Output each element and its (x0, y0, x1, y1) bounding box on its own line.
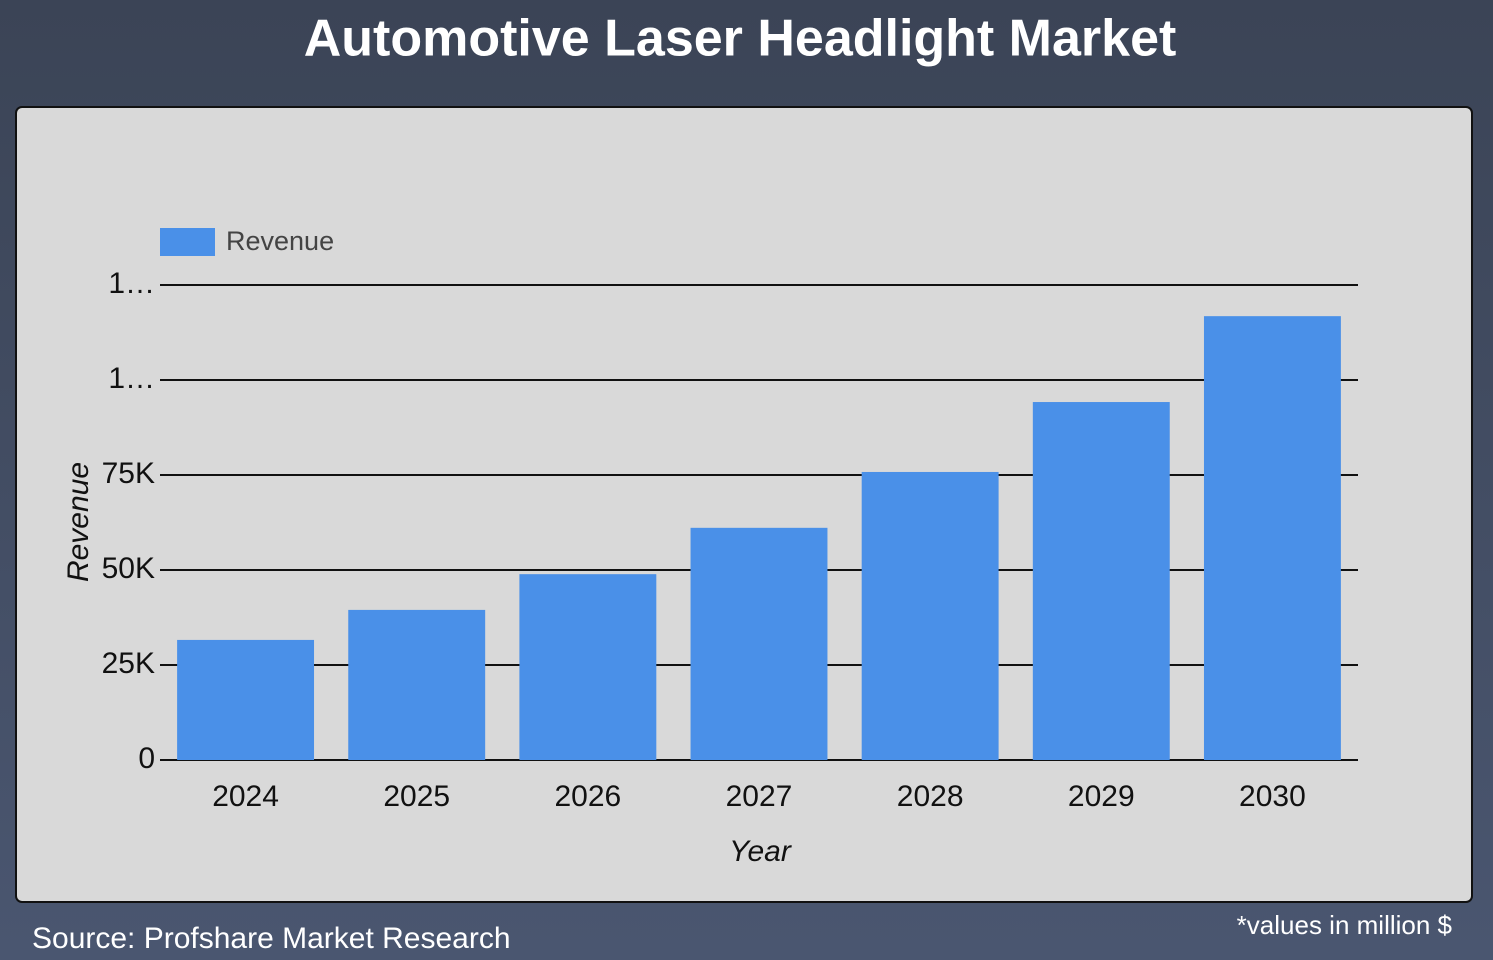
x-tick-label: 2024 (212, 780, 279, 813)
bar (1203, 316, 1341, 760)
legend-label: Revenue (226, 226, 334, 256)
bar (690, 527, 828, 760)
source: Source: Profshare Market Research (32, 922, 511, 955)
x-axis-label: Year (729, 835, 792, 868)
y-axis-label: Revenue (62, 462, 95, 582)
bar (861, 471, 999, 760)
y-tick-label: 1… (108, 362, 155, 395)
bar (348, 609, 486, 760)
x-tick-label: 2030 (1239, 780, 1306, 813)
y-tick-label: 1… (108, 267, 155, 300)
bar (177, 639, 315, 760)
x-tick-label: 2027 (726, 780, 793, 813)
y-tick-label: 25K (102, 647, 155, 680)
y-tick-label: 0 (138, 742, 155, 775)
bar (1032, 402, 1170, 760)
y-tick-label: 50K (102, 552, 155, 585)
x-tick-label: 2025 (383, 780, 450, 813)
bar (519, 574, 657, 760)
note: *values in million $ (1237, 910, 1453, 940)
x-tick-label: 2028 (897, 780, 964, 813)
legend-swatch (160, 228, 215, 256)
y-tick-label: 75K (102, 457, 155, 490)
x-tick-label: 2026 (554, 780, 621, 813)
x-tick-label: 2029 (1068, 780, 1135, 813)
chart-title: Automotive Laser Headlight Market (304, 10, 1177, 68)
